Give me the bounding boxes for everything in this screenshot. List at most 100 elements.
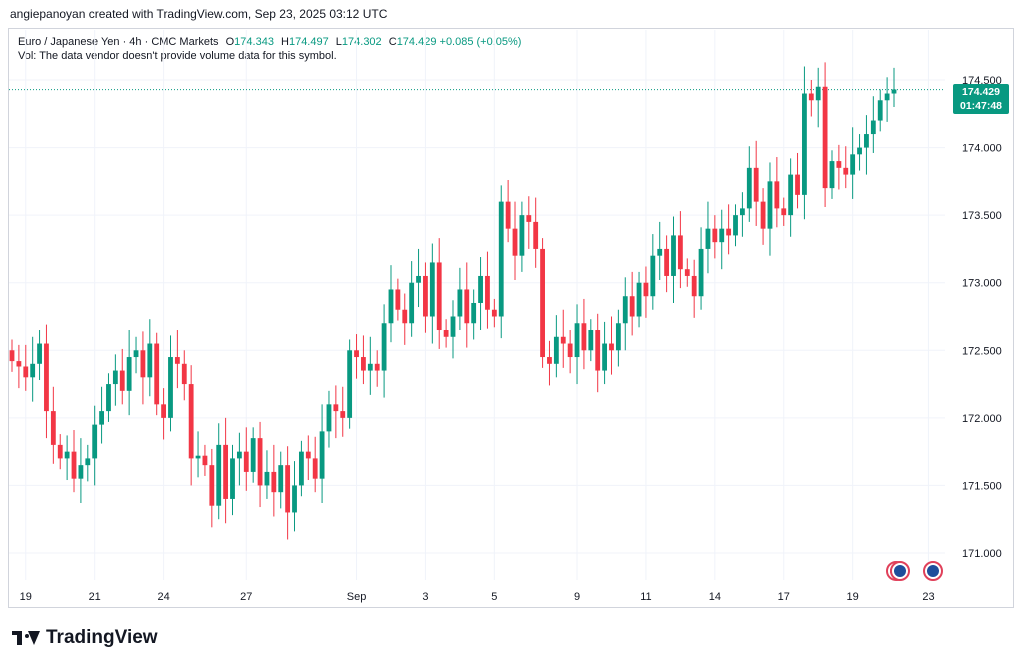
change-value: +0.085 (+0.05%) (439, 36, 522, 48)
candle-body (739, 208, 745, 216)
candle-body (471, 302, 477, 324)
x-tick-label: Sep (347, 591, 367, 603)
candle-body (726, 228, 732, 236)
y-tick-label: 171.000 (962, 548, 1002, 560)
candle-body (760, 201, 766, 229)
chart-frame (8, 28, 1014, 608)
candle-body (388, 289, 394, 324)
close-label: C (388, 36, 397, 48)
chart-caption: angiepanoyan created with TradingView.co… (10, 7, 388, 21)
candle-body (753, 167, 759, 202)
candle-body (677, 235, 683, 270)
candle-body (574, 323, 580, 358)
candle-body (884, 93, 890, 101)
candle-body (857, 147, 862, 155)
candle-body (657, 248, 663, 256)
y-tick-label: 172.500 (962, 345, 1002, 357)
last-price-tag: 174.429 01:47:48 (953, 84, 1009, 114)
candle-body (347, 350, 353, 418)
candle-body (133, 350, 139, 358)
volume-note: Vol: The data vendor doesn't provide vol… (18, 50, 337, 62)
candle-body (505, 201, 511, 229)
chart-legend: Euro / Japanese Yen · 4h · CMC Markets O… (18, 34, 521, 50)
candle-body (560, 336, 566, 344)
candle-body (257, 438, 263, 486)
candle-body (243, 451, 249, 472)
candle-body (581, 323, 587, 351)
candlestick-chart[interactable]: 174.500174.000173.500173.000172.500172.0… (0, 0, 1024, 610)
candle-body (650, 255, 656, 297)
x-tick-label: 19 (847, 591, 859, 603)
candle-body (843, 167, 849, 175)
low-value: 174.302 (341, 36, 382, 48)
tradingview-brand: TradingView (12, 627, 158, 649)
candle-body (202, 455, 208, 466)
candle-body (271, 471, 277, 493)
candle-body (106, 384, 111, 412)
candle-body (85, 458, 91, 466)
candle-body (478, 275, 483, 303)
economic-event-icon[interactable] (890, 561, 910, 581)
candle-body (808, 93, 814, 101)
candle-body (367, 363, 373, 371)
candle-body (781, 208, 787, 216)
candle-body (533, 221, 539, 249)
candle-body (553, 336, 559, 364)
candle-body (643, 282, 649, 297)
x-tick-label: 14 (709, 591, 721, 603)
candle-body (629, 296, 635, 317)
candle-body (126, 357, 132, 391)
open-label: O (225, 36, 235, 48)
economic-event-icon[interactable] (923, 561, 943, 581)
candle-body (457, 289, 463, 317)
y-tick-label: 173.000 (962, 278, 1002, 290)
symbol-label: Euro / Japanese Yen · 4h · CMC Markets (18, 36, 219, 48)
candle-body (50, 411, 56, 445)
candle-body (312, 458, 318, 479)
candle-body (850, 154, 856, 175)
x-tick-label: 9 (574, 591, 580, 603)
candle-body (71, 451, 77, 479)
candle-body (161, 404, 167, 418)
candle-body (92, 424, 98, 459)
candle-body (498, 201, 504, 317)
candle-body (443, 330, 449, 337)
candle-body (361, 357, 366, 371)
candle-body (423, 275, 428, 317)
candle-body (195, 455, 201, 459)
candle-body (223, 444, 229, 499)
x-tick-label: 11 (640, 591, 651, 603)
candle-body (264, 471, 270, 486)
y-tick-label: 171.500 (962, 480, 1002, 492)
candle-body (698, 248, 704, 297)
candle-body (140, 350, 146, 378)
candle-body (615, 323, 621, 351)
candle-body (705, 228, 711, 249)
candle-body (230, 458, 235, 499)
candle-body (622, 296, 628, 324)
candle-body (795, 174, 800, 195)
x-tick-label: 3 (422, 591, 428, 603)
candle-body (822, 86, 828, 189)
candle-body (112, 370, 118, 385)
candle-body (602, 343, 608, 371)
candle-body (746, 167, 752, 209)
candle-body (595, 330, 601, 371)
candle-body (464, 289, 470, 324)
candle-body (216, 444, 222, 506)
y-tick-label: 173.500 (962, 210, 1002, 222)
tradingview-logo-icon (12, 631, 40, 645)
x-tick-label: 27 (240, 591, 252, 603)
candle-body (491, 309, 497, 317)
candle-body (30, 363, 36, 378)
candle-body (298, 451, 304, 486)
candle-body (519, 215, 525, 256)
candle-body (23, 366, 29, 378)
high-label: H (281, 36, 289, 48)
candle-body (168, 357, 173, 418)
candle-body (829, 161, 835, 189)
candle-body (326, 404, 332, 432)
candle-body (409, 282, 415, 324)
candle-body (57, 444, 63, 459)
candle-body (119, 370, 125, 391)
